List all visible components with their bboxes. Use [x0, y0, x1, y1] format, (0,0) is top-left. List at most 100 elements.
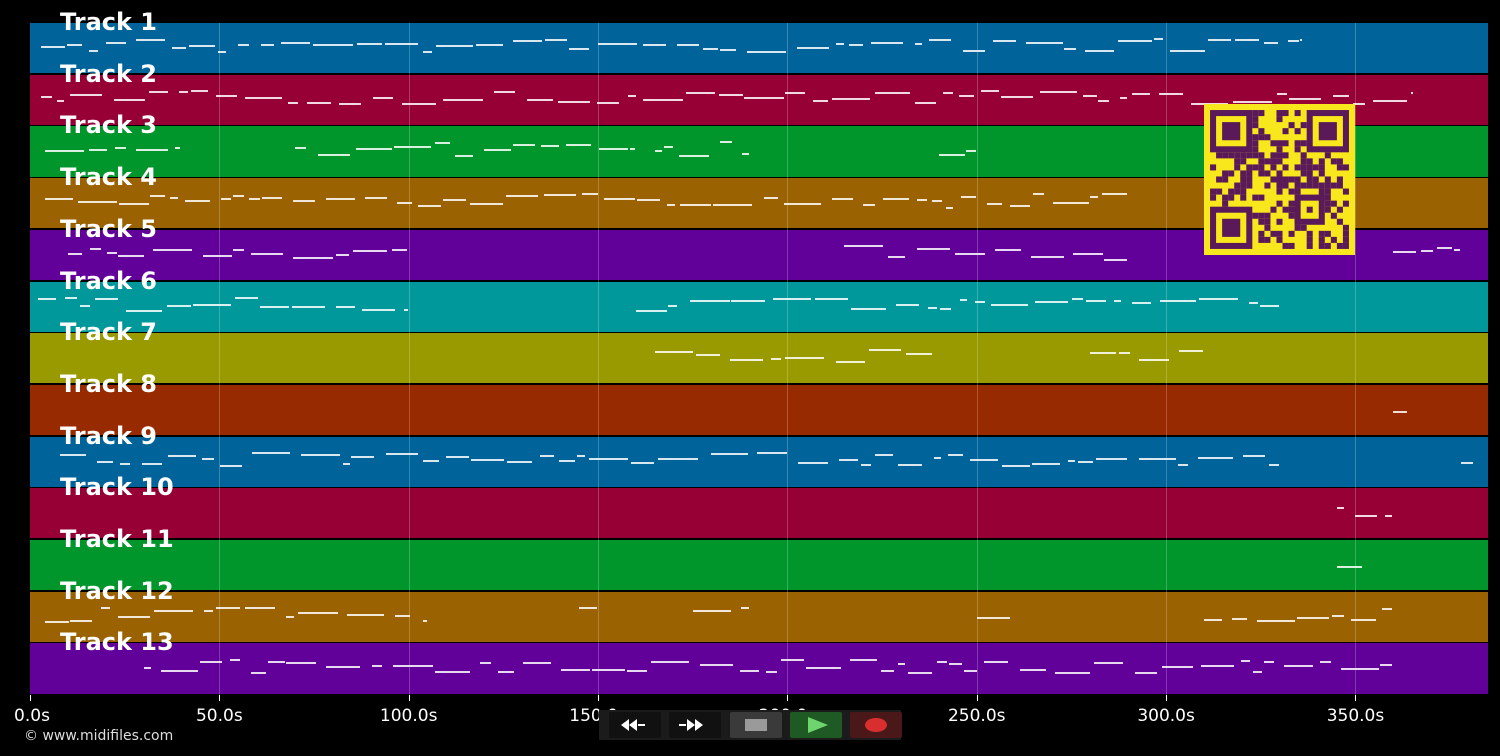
midi-note [204, 609, 214, 612]
midi-note [393, 664, 434, 667]
track-lane[interactable] [30, 643, 1488, 694]
midi-note [1067, 460, 1076, 463]
midi-note [454, 155, 474, 158]
midi-note [1101, 193, 1128, 196]
midi-note [663, 145, 674, 148]
midi-note [250, 252, 284, 255]
qr-module [1294, 188, 1301, 195]
midi-note [692, 610, 732, 613]
midi-note [291, 306, 326, 309]
record-icon [865, 718, 887, 732]
track-label: Track 4 [60, 163, 158, 192]
track-label: Track 3 [60, 111, 158, 140]
qr-module [1300, 152, 1307, 159]
midi-note [832, 98, 870, 101]
tick-label: 350.0s [1326, 706, 1385, 726]
qr-module [1294, 224, 1301, 231]
midi-note [848, 43, 863, 46]
qr-module [1264, 182, 1271, 189]
midi-note [169, 196, 179, 199]
qr-module [1282, 110, 1289, 117]
midi-note [1454, 248, 1461, 251]
midi-note [141, 463, 163, 466]
qr-module [1312, 182, 1319, 189]
track-lane[interactable] [30, 488, 1488, 539]
midi-note [174, 146, 181, 149]
midi-note [1235, 38, 1259, 41]
rewind-button[interactable] [609, 712, 661, 738]
midi-note [1131, 92, 1150, 95]
track-lane[interactable] [30, 333, 1488, 384]
qr-module [1336, 242, 1343, 249]
qr-module [1318, 230, 1325, 237]
midi-note [372, 665, 383, 668]
qr-module [1252, 134, 1259, 141]
qr-module [1264, 236, 1271, 243]
qr-module [1252, 212, 1259, 219]
qr-module [1288, 212, 1295, 219]
qr-code[interactable] [1204, 104, 1355, 255]
qr-module [1306, 236, 1313, 243]
midi-note [868, 348, 901, 351]
midi-note [1436, 247, 1452, 250]
midi-note [249, 197, 260, 200]
midi-note [1393, 411, 1408, 414]
midi-note [527, 98, 553, 101]
record-button[interactable] [850, 712, 902, 738]
track-lane[interactable] [30, 540, 1488, 591]
midi-note [577, 454, 585, 457]
midi-note [995, 248, 1022, 251]
midi-note [1461, 462, 1473, 465]
qr-module [1324, 242, 1331, 249]
track-label: Track 10 [60, 473, 174, 502]
midi-note [1382, 607, 1393, 610]
qr-module [1270, 140, 1277, 147]
qr-module [1288, 176, 1295, 183]
midi-note [45, 198, 74, 201]
midi-note [1119, 97, 1128, 100]
track-lane[interactable] [30, 384, 1488, 436]
tick-mark [787, 695, 789, 701]
midi-note [731, 300, 765, 303]
midi-note [945, 206, 953, 209]
midi-note [230, 659, 241, 662]
midi-note [150, 194, 166, 197]
midi-note [581, 193, 598, 196]
qr-module [1252, 122, 1259, 129]
midi-note [45, 620, 70, 623]
midi-note [896, 303, 919, 306]
midi-note [1296, 617, 1329, 620]
midi-note [771, 358, 782, 361]
qr-module [1300, 164, 1307, 171]
midi-note [938, 154, 965, 157]
qr-module [1330, 158, 1337, 165]
midi-note [773, 297, 812, 300]
track-lane[interactable] [30, 23, 1488, 74]
midi-note [1336, 506, 1344, 509]
track-lane[interactable] [30, 591, 1488, 642]
midi-note [927, 306, 938, 309]
stop-icon [745, 719, 767, 731]
midi-note [295, 146, 307, 149]
qr-module [1258, 110, 1265, 117]
track-lane[interactable] [30, 436, 1488, 487]
midi-note [336, 254, 349, 257]
midi-note [1354, 514, 1378, 517]
tick-label: 300.0s [1137, 706, 1195, 726]
midi-note [862, 204, 876, 207]
qr-module [1270, 230, 1277, 237]
qr-module [1288, 188, 1295, 195]
fast-forward-button[interactable] [669, 712, 721, 738]
qr-module [1240, 152, 1247, 159]
midi-note [991, 304, 1029, 307]
midi-note [1093, 661, 1123, 664]
stop-button[interactable] [730, 712, 782, 738]
qr-module [1276, 140, 1283, 147]
qr-module [1336, 206, 1343, 213]
midi-note [1256, 620, 1295, 623]
qr-module [1294, 176, 1301, 183]
midi-note [167, 455, 196, 458]
tick-mark [30, 695, 31, 701]
play-button[interactable] [790, 712, 842, 738]
midi-note [676, 44, 699, 47]
